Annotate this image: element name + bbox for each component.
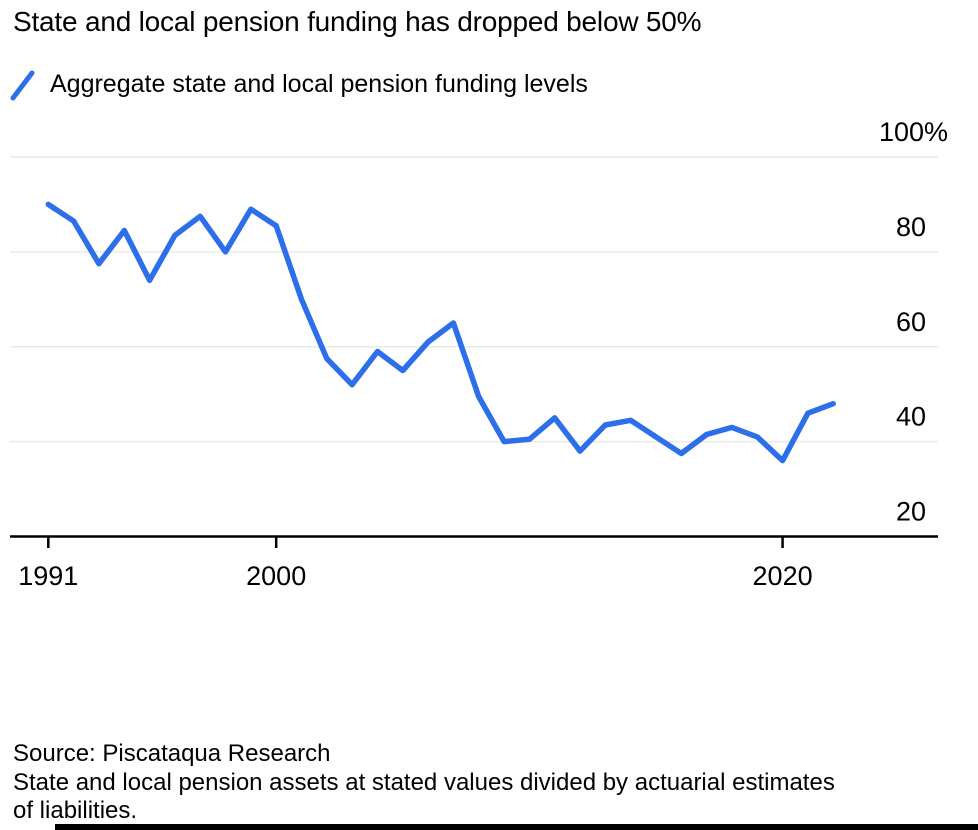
footnote: Source: Piscataqua Research State and lo… [13, 740, 971, 826]
source-line: Source: Piscataqua Research [13, 740, 331, 767]
ytick-label-80: 80 [896, 212, 926, 242]
y-axis-labels: 100% 80 60 40 20 [879, 117, 948, 527]
ytick-label-100: 100% [879, 117, 948, 147]
legend-line-icon [10, 70, 35, 101]
note-line-2: of liabilities. [13, 797, 138, 824]
bottom-bar [55, 824, 978, 830]
xtick-label-2000: 2000 [246, 561, 306, 591]
gridlines [10, 156, 938, 443]
ytick-label-20: 20 [896, 497, 926, 527]
ytick-label-60: 60 [896, 307, 926, 337]
xtick-label-1991: 1991 [18, 561, 78, 591]
x-axis-labels: 1991 2000 2020 [18, 561, 812, 591]
xtick-label-2020: 2020 [753, 561, 813, 591]
chart-title: State and local pension funding has drop… [13, 6, 702, 37]
ytick-label-40: 40 [896, 402, 926, 432]
line-chart: 100% 80 60 40 20 1991 2000 2020 [10, 117, 948, 591]
legend-slash-stroke [10, 70, 35, 101]
note-line-1: State and local pension assets at stated… [13, 768, 835, 796]
x-axis-ticks [47, 536, 784, 548]
funding-level-line [45, 201, 836, 464]
legend-label: Aggregate state and local pension fundin… [50, 70, 588, 98]
